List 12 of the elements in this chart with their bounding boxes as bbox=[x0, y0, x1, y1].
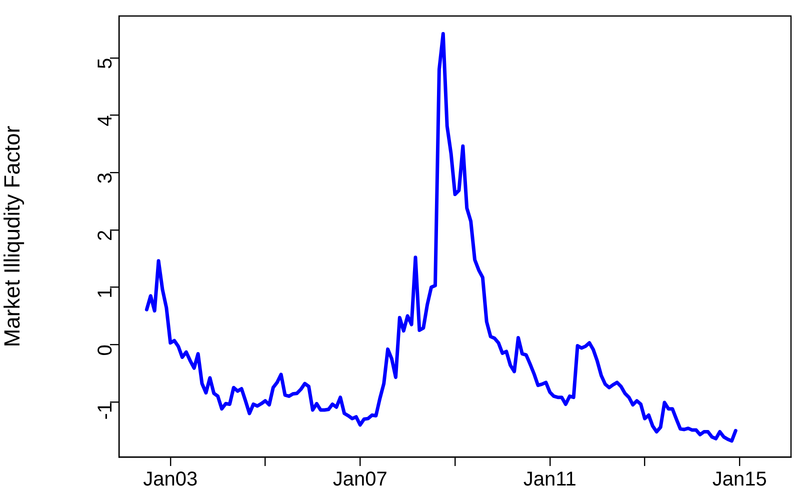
x-tick-label: Jan11 bbox=[523, 468, 576, 491]
y-axis-title: Market Illiqudity Factor bbox=[0, 126, 24, 348]
y-tick-label: -1 bbox=[94, 402, 117, 420]
y-tick-label: 3 bbox=[94, 172, 117, 184]
y-tick-label: 0 bbox=[94, 344, 117, 356]
y-tick-label: 4 bbox=[94, 115, 117, 126]
y-tick-label: 5 bbox=[94, 58, 117, 69]
x-tick-label: Jan15 bbox=[712, 468, 767, 491]
x-tick-label: Jan03 bbox=[143, 468, 198, 491]
x-tick-label: Jan07 bbox=[332, 468, 388, 491]
y-tick-label: 2 bbox=[94, 230, 117, 242]
y-tick-label: 1 bbox=[94, 287, 117, 298]
